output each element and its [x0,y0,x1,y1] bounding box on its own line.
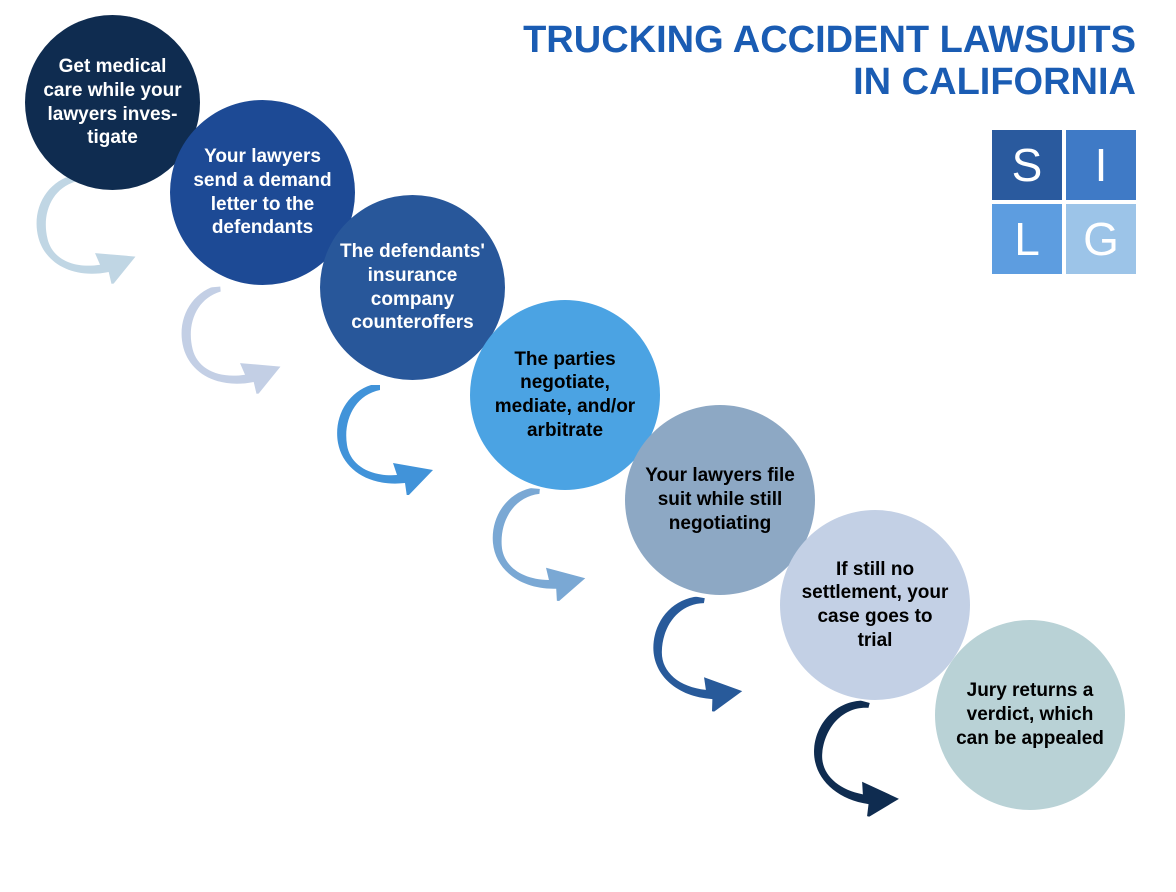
step-label: Jury returns a verdict, which can be app… [953,679,1107,750]
step-3: The defendants' insurance company counte… [320,195,505,380]
step-label: Your lawyers send a demand letter to the… [188,145,337,240]
step-4: The parties negotiate, mediate, and/or a… [470,300,660,490]
step-6: If still no settlement, your case goes t… [780,510,970,700]
flow-arrow-1 [35,175,155,290]
step-label: The defendants' insurance company counte… [338,240,487,335]
step-label: Your lawyers file suit while still negot… [643,464,797,535]
page-title: TRUCKING ACCIDENT LAWSUITS IN CALIFORNIA [523,20,1136,104]
logo-cell-s: S [992,130,1062,200]
logo-cell-g: G [1066,204,1136,274]
step-label: If still no settlement, your case goes t… [798,558,952,653]
flow-arrow-3 [335,385,455,500]
logo-cell-i: I [1066,130,1136,200]
step-7: Jury returns a verdict, which can be app… [935,620,1125,810]
title-line-1: TRUCKING ACCIDENT LAWSUITS [523,20,1136,62]
flow-arrow-2 [180,285,300,400]
flow-arrow-6 [810,705,930,820]
flow-arrow-5 [650,600,770,715]
flow-arrow-4 [490,490,610,605]
logo-cell-l: L [992,204,1062,274]
step-5: Your lawyers file suit while still negot… [625,405,815,595]
title-line-2: IN CALIFORNIA [523,62,1136,104]
step-label: The parties negotiate, mediate, and/or a… [488,348,642,443]
silg-logo: S I L G [992,130,1136,274]
step-label: Get medical care while your lawyers inve… [43,55,182,150]
